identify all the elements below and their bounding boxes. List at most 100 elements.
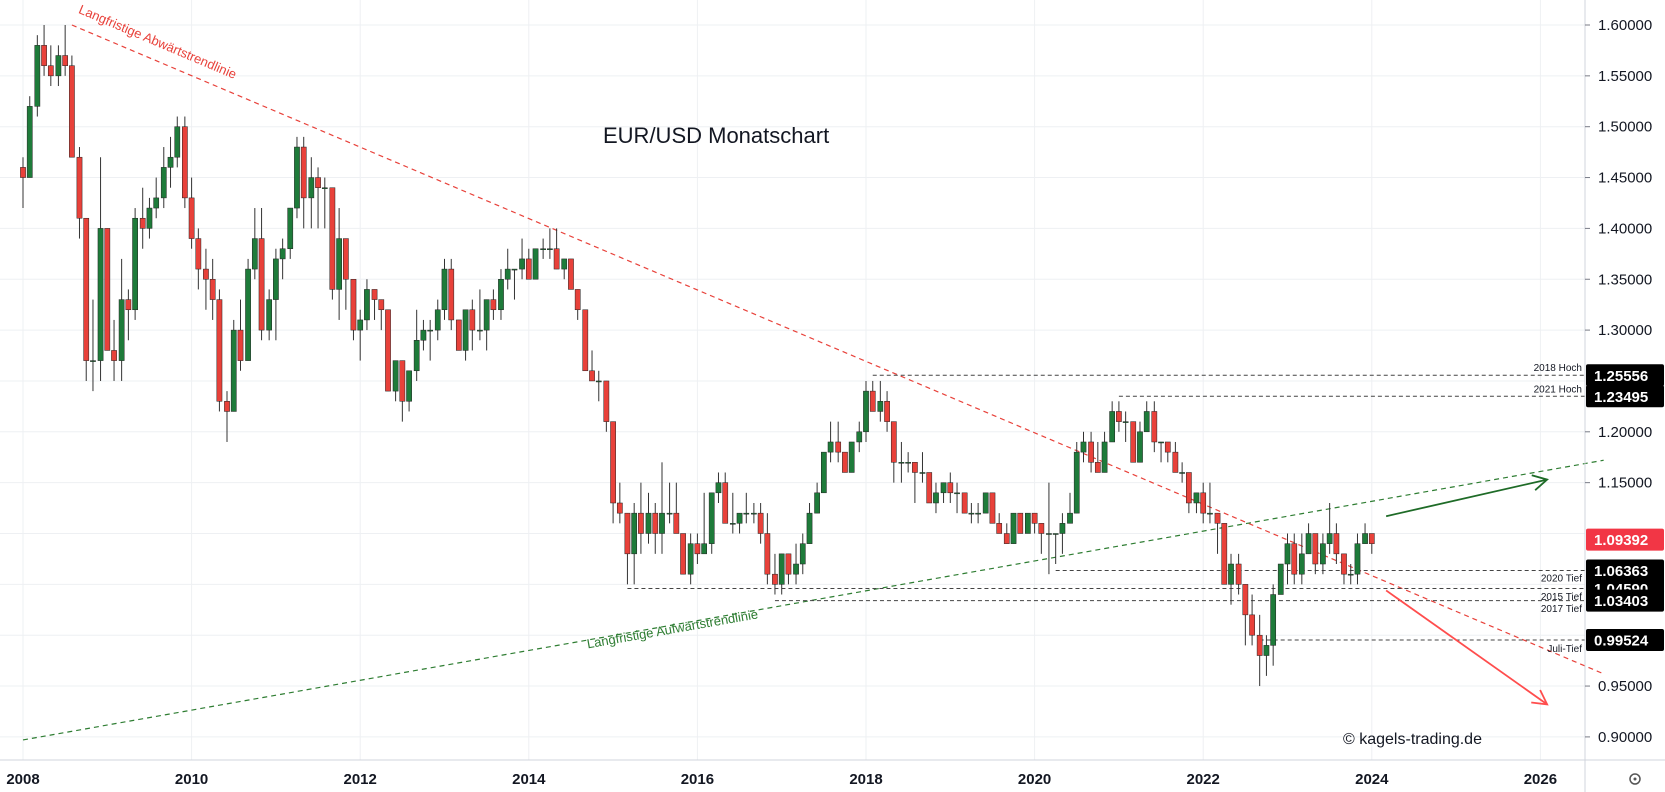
candle-body <box>1214 512 1221 524</box>
candle-body <box>869 390 876 412</box>
candle <box>694 533 701 565</box>
x-tick-label: 2020 <box>1018 771 1051 788</box>
candle <box>125 289 132 341</box>
candle-body <box>182 126 188 199</box>
candle-body <box>251 238 258 270</box>
trendlines: Langfristige Abwärtstrendlinie Langfristi… <box>22 2 1604 741</box>
candle <box>230 319 237 412</box>
x-tick-label: 2026 <box>1524 771 1557 788</box>
candle-body <box>863 390 869 433</box>
candle-body <box>961 492 968 514</box>
candle-body <box>806 512 813 544</box>
candle <box>595 370 602 402</box>
candle <box>1235 553 1242 595</box>
candle-body <box>498 279 504 311</box>
candle-body <box>842 451 848 473</box>
candle-body <box>1333 533 1340 555</box>
y-tick-label: 1.60000 <box>1598 17 1652 34</box>
candle <box>41 25 47 76</box>
candle-body <box>364 289 370 321</box>
candle-body <box>947 482 954 494</box>
candle-body <box>1263 645 1270 656</box>
candle-body <box>1341 553 1347 575</box>
candle-body <box>553 248 560 270</box>
candle <box>940 482 947 503</box>
candle-body <box>118 299 125 361</box>
candle <box>961 492 968 514</box>
y-tick-label: 0.95000 <box>1598 678 1652 695</box>
candle-body <box>287 207 294 249</box>
candle <box>1094 441 1101 473</box>
candle <box>1073 441 1080 514</box>
uptrend-label: Langfristige Aufwärtstrendlinie <box>586 606 759 651</box>
candle-body <box>729 523 736 525</box>
candle-body <box>926 472 933 504</box>
candle <box>62 25 68 76</box>
copyright-label: © kagels-trading.de <box>1343 731 1482 748</box>
x-tick-label: 2022 <box>1187 771 1220 788</box>
candle <box>1298 533 1305 585</box>
candle-body <box>504 268 511 280</box>
candle-body <box>1291 543 1298 575</box>
candle-body <box>258 238 265 331</box>
candle-body <box>321 187 328 189</box>
price-badge-text: 1.23495 <box>1594 389 1648 406</box>
candle-body <box>1130 421 1137 463</box>
candle-body <box>1017 512 1024 534</box>
candle <box>294 136 300 219</box>
candle-body <box>827 441 834 453</box>
candle <box>616 482 623 524</box>
candle-body <box>1242 584 1249 616</box>
candle-body <box>20 167 26 178</box>
candle <box>715 472 722 503</box>
candle-body <box>448 268 455 321</box>
candle-body <box>603 380 610 422</box>
settings-icon[interactable] <box>1629 773 1641 785</box>
candle <box>273 248 279 341</box>
candle <box>589 350 595 382</box>
candle <box>139 187 146 249</box>
candle-body <box>1298 553 1305 575</box>
candle-body <box>673 512 680 534</box>
candle <box>1249 594 1255 646</box>
candle <box>687 533 694 585</box>
level-price-badge: 0.99524 <box>1586 629 1664 652</box>
candle <box>743 492 750 524</box>
candle <box>203 248 209 310</box>
candle <box>1101 431 1108 473</box>
candle <box>1003 523 1010 544</box>
candle <box>1270 584 1277 666</box>
candle-body <box>41 45 47 66</box>
candle <box>772 553 778 595</box>
candle <box>814 482 820 514</box>
candle-body <box>519 258 525 270</box>
candle <box>357 309 364 361</box>
candle <box>722 472 729 524</box>
candle-body <box>167 156 174 168</box>
price-badge-text: 0.99524 <box>1594 633 1649 650</box>
candle-body <box>1158 441 1164 444</box>
candle <box>1242 584 1249 646</box>
level-price-badge: 1.03403 <box>1586 589 1664 612</box>
price-badge-bg <box>1586 629 1664 652</box>
candle <box>884 391 890 432</box>
candle-body <box>764 533 771 575</box>
candle-body <box>1094 462 1101 473</box>
candle-body <box>736 512 743 524</box>
candle-body <box>1080 441 1087 453</box>
candle-body <box>1193 492 1200 504</box>
candle <box>448 258 455 331</box>
candle <box>1038 523 1045 554</box>
candle-body <box>1101 441 1108 473</box>
candle <box>1326 502 1333 554</box>
price-badge-text: 1.25556 <box>1594 368 1648 385</box>
price-badge-text: 1.06363 <box>1594 563 1648 580</box>
level-label: 2018 Hoch <box>1534 363 1582 374</box>
candle-body <box>568 258 574 290</box>
candle <box>659 462 665 554</box>
candle <box>778 553 785 595</box>
candle-body <box>1088 441 1094 463</box>
candle-body <box>111 350 117 361</box>
candle <box>483 299 490 351</box>
candle-body <box>1179 472 1185 474</box>
